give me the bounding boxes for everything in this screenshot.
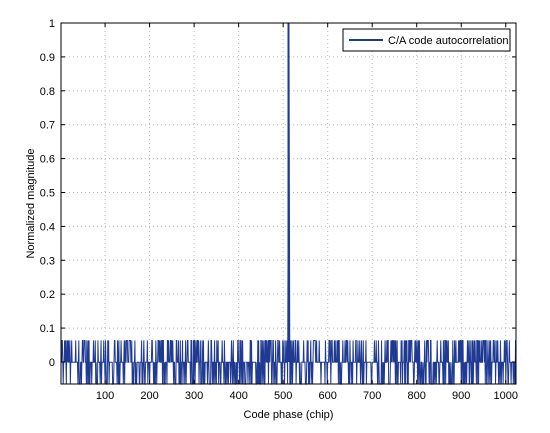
- y-tick-label: 0.6: [40, 154, 55, 166]
- x-tick-label: 400: [229, 390, 247, 402]
- x-tick-label: 200: [140, 390, 158, 402]
- x-tick-label: 500: [274, 390, 292, 402]
- y-tick-label: 0.3: [40, 255, 55, 267]
- x-tick-label: 300: [185, 390, 203, 402]
- y-tick-label: 0.8: [40, 86, 55, 98]
- x-tick-label: 1000: [494, 390, 518, 402]
- y-axis-title: Normalized magnitude: [25, 148, 37, 258]
- y-tick-label: 0.9: [40, 52, 55, 64]
- y-tick-label: 0.7: [40, 120, 55, 132]
- legend-box: [342, 28, 511, 52]
- x-tick-label: 900: [452, 390, 470, 402]
- y-tick-label: 1: [49, 18, 55, 30]
- x-tick-label: 700: [363, 390, 381, 402]
- y-tick-label: 0.2: [40, 289, 55, 301]
- x-tick-label: 600: [318, 390, 336, 402]
- y-tick-label: 0.5: [40, 187, 55, 199]
- y-tick-label: 0.1: [40, 323, 55, 335]
- grid-layer: [61, 22, 516, 384]
- x-axis-title: Code phase (chip): [244, 409, 334, 421]
- y-tick-label: 0: [49, 357, 55, 369]
- x-tick-label: 800: [408, 390, 426, 402]
- tick-layer: 100 200 300 400 500 600 700 800 900 1000 0 0.1 0.2 0.…: [40, 18, 518, 402]
- legend-label: C/A code autocorrelation: [388, 35, 508, 47]
- legend: C/A code autocorrelation: [342, 28, 511, 52]
- plot-frame: [60, 22, 517, 385]
- y-tick-label: 0.4: [40, 221, 55, 233]
- x-tick-label: 100: [96, 390, 114, 402]
